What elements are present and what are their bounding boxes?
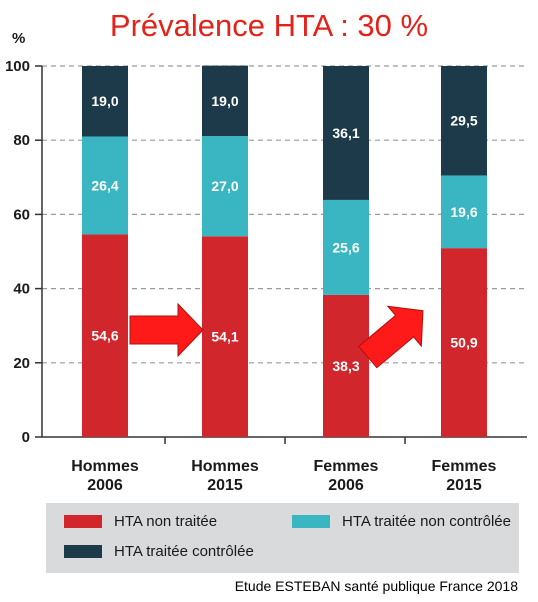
y-tick-label: 80 [13, 132, 30, 149]
y-tick-label: 20 [13, 355, 30, 372]
x-category-label: Hommes 2006 [71, 458, 139, 494]
legend-item-non-traitee: HTA non traitée [64, 513, 217, 530]
data-label: 19,0 [211, 93, 238, 109]
y-tick-label: 0 [22, 429, 30, 446]
bar-segment [441, 175, 487, 249]
bar-segment [323, 294, 369, 437]
trend-arrow-right [129, 302, 204, 358]
bar-segment [441, 66, 487, 176]
legend-swatch-non-controlee [292, 515, 330, 528]
data-label: 54,1 [211, 329, 238, 345]
bar-segment [82, 136, 128, 235]
y-tick-label: 40 [13, 281, 30, 298]
data-label: 36,1 [332, 125, 359, 141]
bar-segment [202, 65, 248, 137]
y-tick-label: 60 [13, 206, 30, 223]
x-category-label: Femmes 2015 [432, 458, 497, 494]
x-category-label: Hommes 2015 [191, 458, 259, 494]
data-label: 50,9 [450, 335, 477, 351]
data-label: 29,5 [450, 113, 477, 129]
y-axis-unit-label: % [12, 30, 26, 47]
data-label: 19,0 [91, 93, 118, 109]
bar-segment [202, 236, 248, 437]
chart-legend: HTA non traitée HTA traitée non contrôlé… [46, 503, 519, 573]
stacked-bar-chart: 0 20 40 60 80 100 54,6 26,4 19,0 Hommes 2006 54,1 27… [5, 58, 527, 494]
data-label: 19,6 [450, 204, 477, 220]
bar-segment [441, 248, 487, 437]
data-label: 25,6 [332, 239, 359, 255]
chart-title: Prévalence HTA : 30 % [109, 8, 429, 43]
trend-arrow-up-right [358, 305, 424, 369]
legend-item-controlee: HTA traitée contrôlée [64, 543, 254, 560]
bar-segment [202, 136, 248, 237]
source-note: Etude ESTEBAN santé publique France 2018 [234, 578, 518, 594]
data-label: 26,4 [91, 177, 118, 193]
legend-label-non-controlee: HTA traitée non contrôlée [342, 513, 511, 530]
bar-segment [323, 66, 369, 200]
data-label: 54,6 [91, 328, 118, 344]
legend-swatch-controlee [64, 545, 102, 558]
bar-segment [323, 199, 369, 295]
data-label: 27,0 [211, 178, 238, 194]
legend-swatch-non-traitee [64, 515, 102, 528]
y-tick-label: 100 [5, 58, 30, 75]
legend-label-controlee: HTA traitée contrôlée [114, 543, 254, 560]
bar-segment [82, 66, 128, 137]
x-category-label: Femmes 2006 [314, 458, 379, 494]
bar-segment [82, 234, 128, 437]
legend-label-non-traitee: HTA non traitée [114, 513, 218, 530]
legend-item-non-controlee: HTA traitée non contrôlée [292, 513, 511, 530]
data-label: 38,3 [332, 358, 359, 374]
